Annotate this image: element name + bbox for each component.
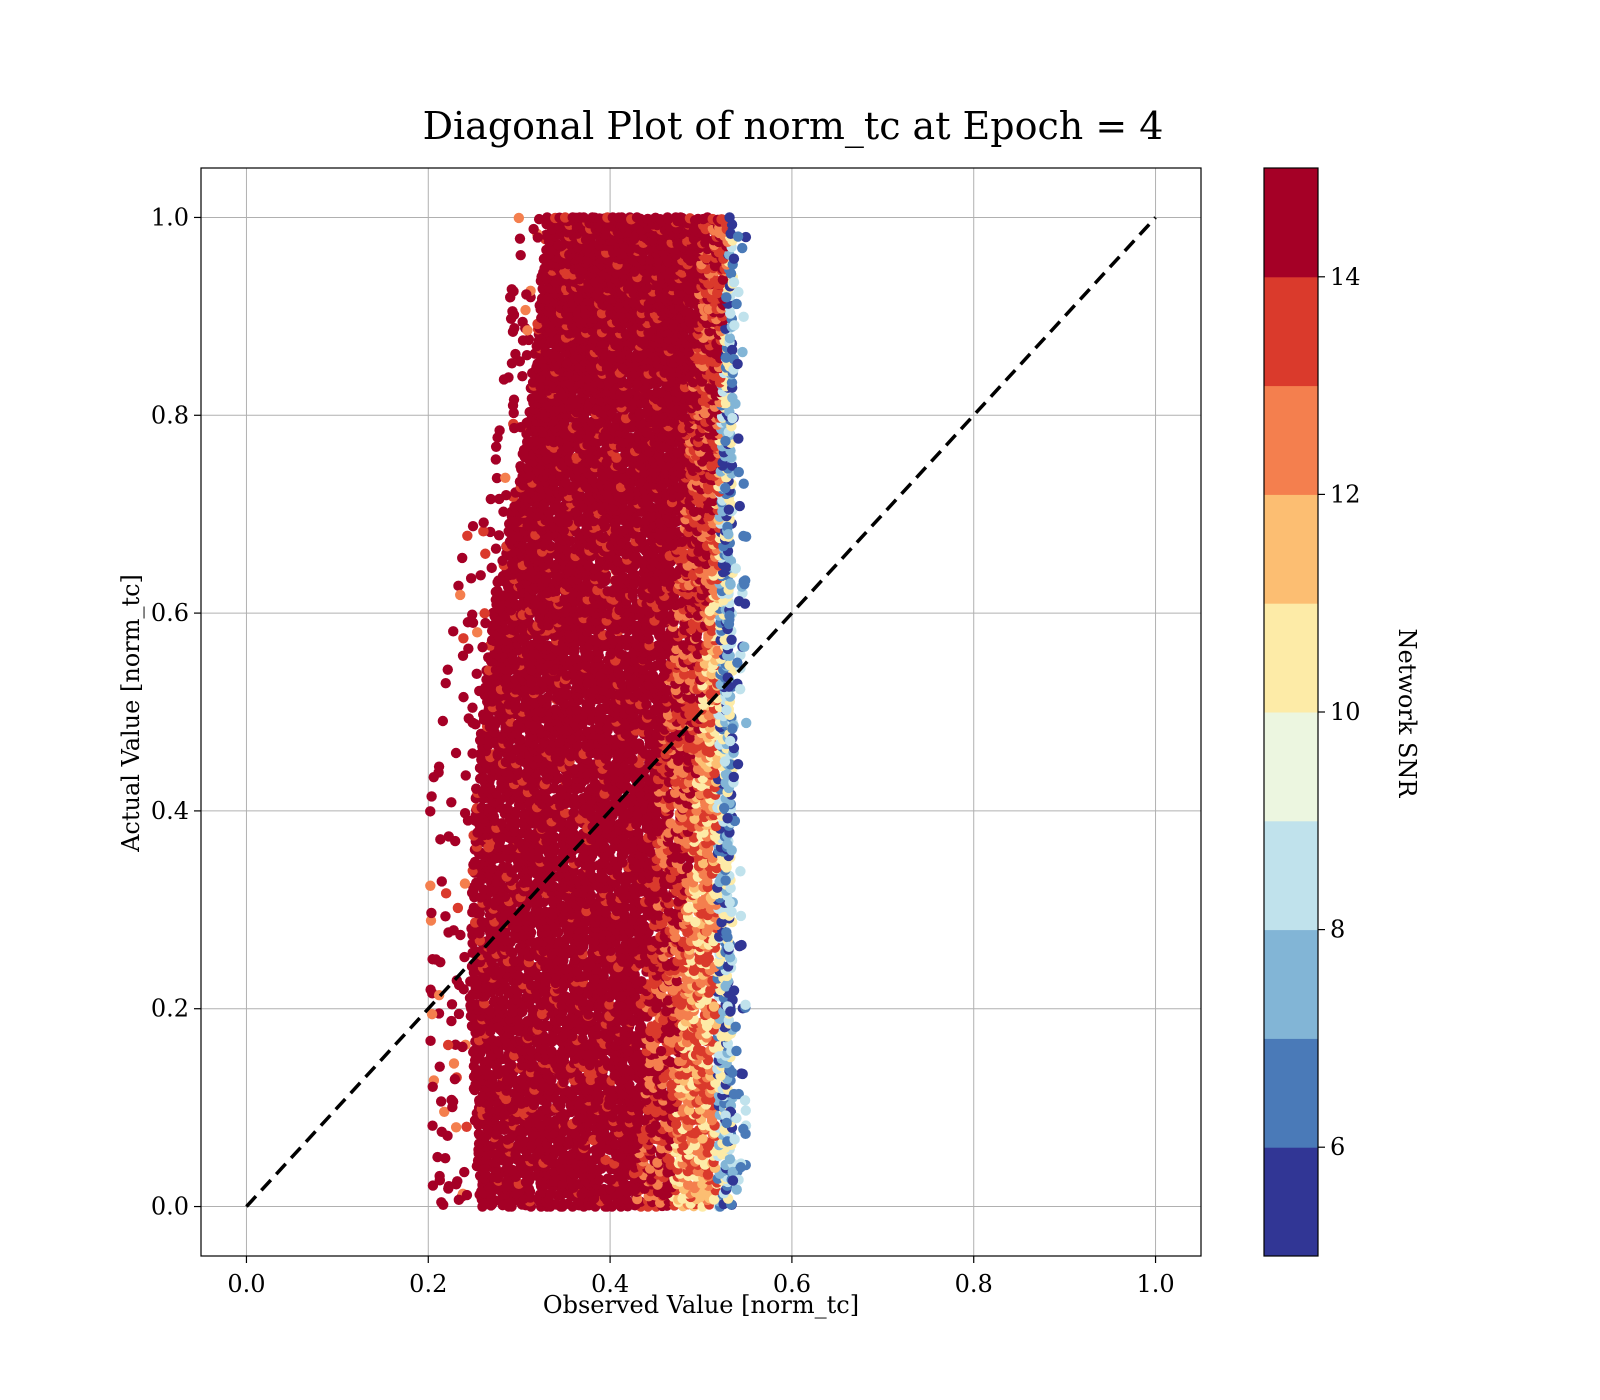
scatter-point <box>665 818 676 829</box>
scatter-point <box>708 1001 720 1012</box>
scatter-point <box>568 792 580 804</box>
scatter-point <box>664 1154 675 1166</box>
scatter-point <box>518 1045 529 1056</box>
scatter-point <box>550 704 561 715</box>
scatter-point <box>599 1055 610 1066</box>
scatter-point <box>499 862 511 874</box>
scatter-point <box>619 1179 630 1190</box>
scatter-point <box>671 975 683 987</box>
scatter-point <box>670 1118 682 1130</box>
scatter-point <box>697 1133 708 1144</box>
scatter-point <box>577 1033 588 1044</box>
scatter-point <box>696 1045 707 1057</box>
scatter-point <box>716 1031 727 1042</box>
scatter-point <box>486 1139 498 1151</box>
scatter-point <box>482 1124 494 1135</box>
scatter-point <box>512 969 524 981</box>
scatter-points <box>425 212 752 1212</box>
scatter-point <box>633 738 645 749</box>
scatter-point <box>583 1009 594 1020</box>
scatter-point <box>682 1179 694 1190</box>
scatter-point <box>636 976 647 987</box>
chart-title: Diagonal Plot of norm_tc at Epoch = 4 <box>423 104 1164 149</box>
scatter-point <box>663 1035 674 1046</box>
scatter-point <box>618 650 629 661</box>
scatter-point <box>702 1108 713 1119</box>
scatter-point <box>721 927 732 938</box>
scatter-point <box>508 955 520 967</box>
scatter-point <box>704 1094 716 1105</box>
scatter-point <box>650 1120 661 1131</box>
scatter-point <box>510 1149 521 1160</box>
scatter-point <box>497 995 509 1006</box>
scatter-point <box>480 1162 491 1173</box>
scatter-point <box>600 1154 611 1166</box>
scatter-point <box>526 1045 537 1057</box>
scatter-point <box>473 1128 485 1139</box>
scatter-point <box>465 1010 477 1022</box>
plot-area <box>200 167 1202 1257</box>
scatter-point <box>708 1194 720 1205</box>
scatter-point <box>546 1046 557 1057</box>
scatter-point <box>506 1059 517 1071</box>
scatter-point <box>562 1198 574 1210</box>
scatter-point <box>500 1093 512 1105</box>
scatter-point <box>683 902 694 913</box>
scatter-point <box>554 1134 565 1145</box>
scatter-point <box>534 1144 546 1156</box>
scatter-point <box>526 1139 537 1151</box>
scatter-point <box>655 1045 667 1057</box>
scatter-point <box>632 1048 644 1060</box>
scatter-point <box>470 783 482 794</box>
scatter-point <box>560 991 571 1002</box>
scatter-point <box>594 1174 605 1185</box>
scatter-point <box>480 971 491 983</box>
scatter-point <box>652 1157 663 1168</box>
scatter-point <box>507 1164 518 1176</box>
scatter-point <box>635 1020 647 1032</box>
scatter-point <box>606 1084 617 1095</box>
scatter-point <box>609 1138 621 1150</box>
scatter-point <box>596 1163 607 1174</box>
scatter-point <box>724 1153 736 1165</box>
scatter-point <box>662 995 674 1006</box>
